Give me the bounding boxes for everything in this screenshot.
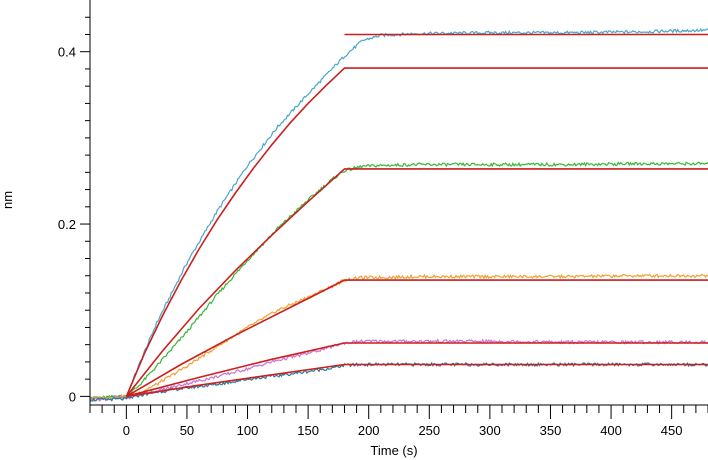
fit-curve — [126, 363, 708, 398]
x-tick-label: 350 — [540, 423, 562, 438]
fit-curve — [126, 342, 708, 398]
measured-trace — [89, 338, 708, 402]
x-tick-label: 300 — [479, 423, 501, 438]
y-ticks-group: 0 0.2 0.4 — [58, 16, 90, 404]
fit-curve — [125, 168, 708, 397]
x-tick-label: 200 — [358, 423, 380, 438]
fit-curve — [125, 279, 708, 398]
y-tick-label: 0.4 — [58, 45, 76, 60]
x-axis-title: Time (s) — [370, 443, 417, 458]
x-tick-label: 450 — [661, 423, 683, 438]
y-tick-label: 0 — [69, 389, 76, 404]
x-tick-label: 50 — [180, 423, 194, 438]
measured-trace — [89, 273, 708, 400]
x-tick-label: 150 — [297, 423, 319, 438]
x-tick-label: 250 — [418, 423, 440, 438]
y-tick-label: 0.2 — [58, 217, 76, 232]
plot-series-group — [89, 27, 708, 402]
x-ticks-group: 0 50 100 150 200 250 300 350 400 450 — [89, 405, 708, 438]
x-tick-label: 100 — [237, 423, 259, 438]
y-axis-title: nm — [0, 191, 15, 209]
fit-curve — [125, 67, 708, 397]
x-tick-label: 0 — [123, 423, 130, 438]
measured-trace — [89, 161, 708, 401]
x-tick-label: 400 — [600, 423, 622, 438]
